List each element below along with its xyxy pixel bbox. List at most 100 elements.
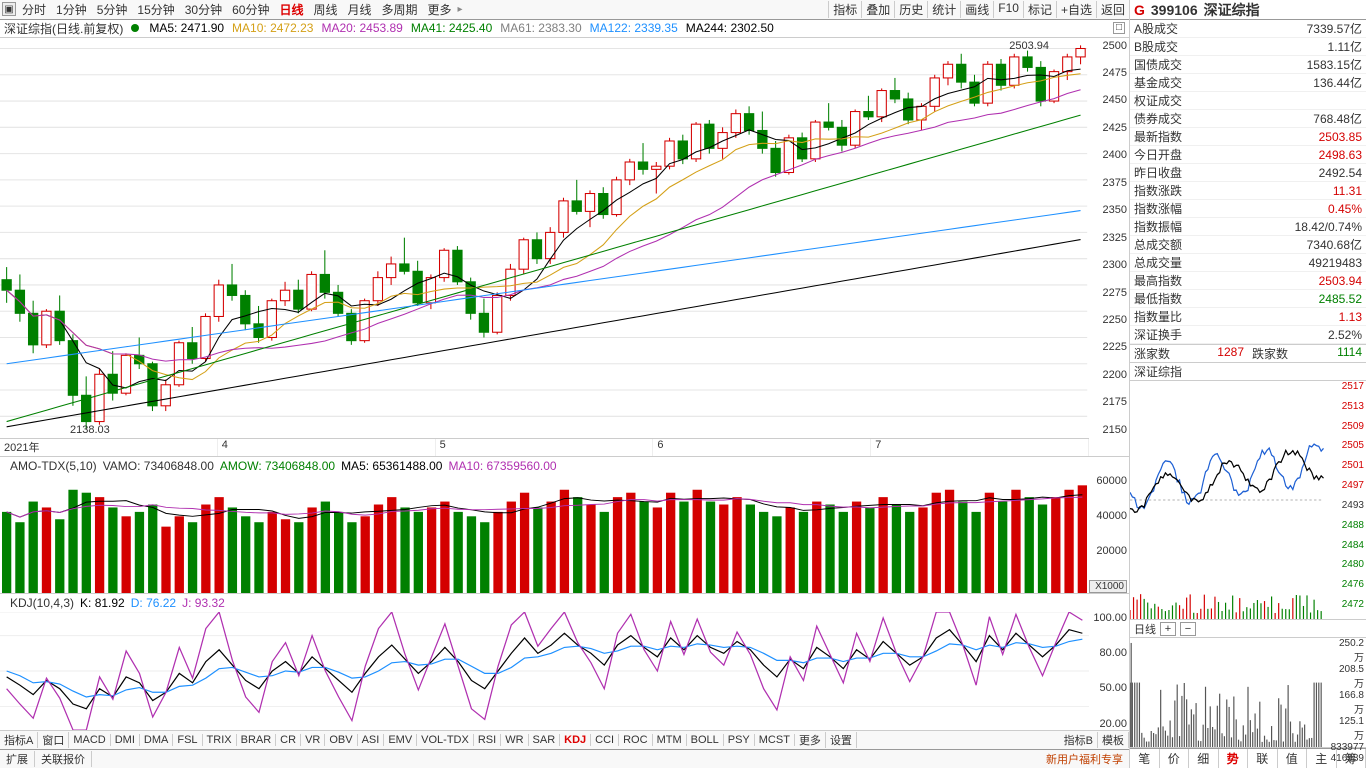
indicator-button[interactable]: BRAR bbox=[237, 734, 277, 746]
stat-label: 债券成交 bbox=[1134, 110, 1182, 127]
stat-row: 权证成交 bbox=[1130, 92, 1366, 110]
mini-volume-chart[interactable]: 250.2万208.5万166.8万125.1万833977416989 bbox=[1130, 638, 1366, 748]
stat-label: 指数涨跌 bbox=[1134, 182, 1182, 199]
tool-button[interactable]: 标记 bbox=[1023, 1, 1056, 18]
mini-ytick: 2493 bbox=[1330, 500, 1364, 520]
kdj-panel[interactable]: KDJ(10,4,3) K: 81.92 D: 76.22 J: 93.32 1… bbox=[0, 594, 1129, 731]
indicator-button[interactable]: KDJ bbox=[560, 734, 591, 746]
stat-label: 指数振幅 bbox=[1134, 218, 1182, 235]
stat-label: 指数涨幅 bbox=[1134, 200, 1182, 217]
tool-button[interactable]: +自选 bbox=[1056, 1, 1096, 18]
kdj-ytick: 20.00 bbox=[1089, 718, 1127, 730]
tool-button[interactable]: 统计 bbox=[927, 1, 960, 18]
indicator-button[interactable]: ASI bbox=[358, 734, 385, 746]
mini-vol-ytick: 125.1万 bbox=[1330, 716, 1364, 742]
indicator-button[interactable]: DMA bbox=[140, 734, 173, 746]
indicator-button[interactable]: MACD bbox=[69, 734, 110, 746]
stat-label: 总成交额 bbox=[1134, 236, 1182, 253]
right-tab[interactable]: 值 bbox=[1278, 749, 1308, 768]
right-tab[interactable]: 细 bbox=[1189, 749, 1219, 768]
indicator-b-label[interactable]: 指标B bbox=[1060, 732, 1098, 748]
mini-vol-ytick: 416989 bbox=[1330, 753, 1364, 764]
stat-row: 最高指数2503.94 bbox=[1130, 272, 1366, 290]
timeframe-tab[interactable]: 月线 bbox=[344, 1, 376, 18]
stat-row: 昨日收盘2492.54 bbox=[1130, 164, 1366, 182]
stat-value: 1583.15亿 bbox=[1307, 56, 1362, 73]
timeframe-tab[interactable]: 日线 bbox=[275, 1, 307, 18]
indicator-button[interactable]: BOLL bbox=[687, 734, 724, 746]
mini-ytick: 2480 bbox=[1330, 559, 1364, 579]
mini-intraday-chart[interactable]: 2517251325092505250124972493248824842480… bbox=[1130, 381, 1366, 620]
indicator-button[interactable]: OBV bbox=[325, 734, 357, 746]
indicator-a-label[interactable]: 指标A bbox=[0, 732, 38, 748]
kdj-ytick: 50.00 bbox=[1089, 682, 1127, 694]
indicator-button[interactable]: PSY bbox=[724, 734, 755, 746]
related-btn[interactable]: 关联报价 bbox=[35, 751, 92, 767]
mini-zoom-label[interactable]: 日线 bbox=[1134, 621, 1156, 637]
stat-value: 136.44亿 bbox=[1313, 74, 1362, 91]
tool-button[interactable]: 画线 bbox=[960, 1, 993, 18]
template-label[interactable]: 模板 bbox=[1098, 732, 1129, 748]
vol-ytick: 60000 bbox=[1089, 475, 1127, 487]
right-tab[interactable]: 价 bbox=[1160, 749, 1190, 768]
stat-row: 深证换手2.52% bbox=[1130, 326, 1366, 344]
timeframe-tab[interactable]: 分时 bbox=[18, 1, 50, 18]
timeframe-tab[interactable]: 1分钟 bbox=[52, 1, 91, 18]
timeframe-tab[interactable]: 周线 bbox=[309, 1, 341, 18]
kdj-legend: KDJ(10,4,3) K: 81.92 D: 76.22 J: 93.32 bbox=[0, 594, 1129, 612]
indicator-button[interactable]: FSL bbox=[173, 734, 202, 746]
zoom-in-icon[interactable]: + bbox=[1160, 622, 1176, 636]
right-pane: G 399106 深证综指 A股成交7339.57亿B股成交1.11亿国债成交1… bbox=[1130, 0, 1366, 768]
timeframe-tab[interactable]: 5分钟 bbox=[93, 1, 132, 18]
timeframe-tab[interactable]: 15分钟 bbox=[133, 1, 178, 18]
window-label[interactable]: 窗口 bbox=[38, 732, 69, 748]
indicator-button[interactable]: RSI bbox=[474, 734, 501, 746]
indicator-button[interactable]: 更多 bbox=[795, 732, 826, 748]
stat-row: 国债成交1583.15亿 bbox=[1130, 56, 1366, 74]
timeframe-tab[interactable]: 60分钟 bbox=[228, 1, 273, 18]
indicator-button[interactable]: SAR bbox=[529, 734, 561, 746]
right-tab[interactable]: 联 bbox=[1248, 749, 1278, 768]
indicator-button[interactable]: CR bbox=[276, 734, 301, 746]
tool-button[interactable]: 叠加 bbox=[861, 1, 894, 18]
indicator-button[interactable]: VOL-TDX bbox=[417, 734, 474, 746]
ma-legend-item: MA122: 2339.35 bbox=[590, 21, 678, 35]
promo-label[interactable]: 新用户福利专享 bbox=[1040, 751, 1129, 767]
volume-panel[interactable]: AMO-TDX(5,10) VAMO: 73406848.00 AMOW: 73… bbox=[0, 457, 1129, 594]
kdj-ytick: 80.00 bbox=[1089, 647, 1127, 659]
timeframe-tab[interactable]: 更多 bbox=[424, 1, 456, 18]
tool-button[interactable]: F10 bbox=[993, 1, 1023, 18]
stat-label: 指数量比 bbox=[1134, 308, 1182, 325]
mini-zoom-bar: 日线 + − bbox=[1130, 620, 1366, 638]
timeframe-tab[interactable]: 30分钟 bbox=[181, 1, 226, 18]
fullscreen-icon[interactable]: □ bbox=[1113, 22, 1125, 34]
indicator-button[interactable]: CCI bbox=[591, 734, 619, 746]
tool-button[interactable]: 指标 bbox=[828, 1, 861, 18]
expand-btn[interactable]: 扩展 bbox=[0, 751, 35, 767]
x-tick: 5 bbox=[436, 439, 654, 456]
indicator-button[interactable]: EMV bbox=[384, 734, 417, 746]
more-arrow-icon[interactable]: ▸ bbox=[458, 4, 463, 15]
right-tab[interactable]: 势 bbox=[1219, 749, 1249, 768]
indicator-button[interactable]: WR bbox=[501, 734, 528, 746]
indicator-button[interactable]: MTM bbox=[653, 734, 687, 746]
mini-ytick: 2476 bbox=[1330, 579, 1364, 599]
indicator-button[interactable]: ROC bbox=[619, 734, 652, 746]
main-candlestick-chart[interactable]: 2500247524502425240023752350232523002275… bbox=[0, 38, 1129, 457]
timeframe-tab[interactable]: 多周期 bbox=[378, 1, 422, 18]
indicator-button[interactable]: TRIX bbox=[203, 734, 237, 746]
stat-row: 指数量比1.13 bbox=[1130, 308, 1366, 326]
tool-button[interactable]: 返回 bbox=[1096, 1, 1129, 18]
tool-button[interactable]: 历史 bbox=[894, 1, 927, 18]
indicator-button[interactable]: MCST bbox=[755, 734, 795, 746]
right-tab[interactable]: 笔 bbox=[1130, 749, 1160, 768]
stat-value: 49219483 bbox=[1309, 256, 1362, 270]
stat-label: 总成交量 bbox=[1134, 254, 1182, 271]
expand-icon[interactable]: ▣ bbox=[2, 2, 16, 16]
indicator-button[interactable]: DMI bbox=[111, 734, 140, 746]
indicator-setting[interactable]: 设置 bbox=[826, 732, 857, 748]
stat-value: 2503.85 bbox=[1319, 130, 1362, 144]
indicator-button[interactable]: VR bbox=[301, 734, 325, 746]
zoom-out-icon[interactable]: − bbox=[1180, 622, 1196, 636]
kdj-ytick: 100.00 bbox=[1089, 612, 1127, 624]
